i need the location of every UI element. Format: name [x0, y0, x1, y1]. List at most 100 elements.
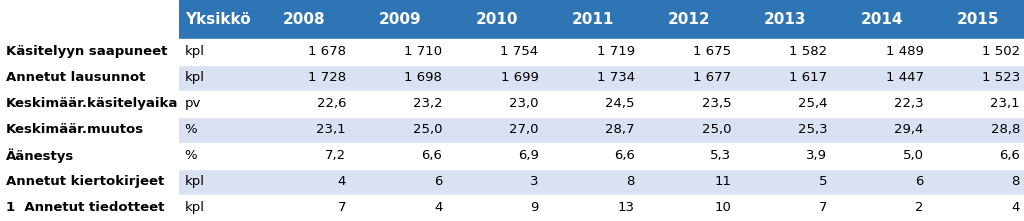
Text: %: %: [184, 149, 197, 162]
Text: 8: 8: [627, 175, 635, 189]
Text: Yksikkö: Yksikkö: [184, 12, 251, 27]
Bar: [737, 143, 834, 169]
Bar: [545, 117, 641, 143]
Text: 2012: 2012: [668, 12, 711, 27]
Text: 25,3: 25,3: [798, 123, 827, 136]
Text: 2013: 2013: [764, 12, 807, 27]
Text: 1  Annetut tiedotteet: 1 Annetut tiedotteet: [6, 202, 165, 214]
Bar: [834, 117, 930, 143]
Bar: [0, 169, 179, 195]
Bar: [641, 117, 737, 143]
Bar: [930, 91, 1024, 117]
Text: 1 675: 1 675: [693, 45, 731, 58]
Bar: [256, 65, 352, 91]
Text: kpl: kpl: [184, 71, 205, 84]
Text: 25,0: 25,0: [701, 123, 731, 136]
Text: %: %: [184, 123, 197, 136]
Bar: [545, 195, 641, 221]
Text: 23,5: 23,5: [701, 97, 731, 110]
Bar: [641, 39, 737, 65]
Text: 28,8: 28,8: [990, 123, 1020, 136]
Text: 1 754: 1 754: [501, 45, 539, 58]
Bar: [352, 91, 449, 117]
Text: 23,0: 23,0: [509, 97, 539, 110]
Text: 7: 7: [338, 202, 346, 214]
Text: 2015: 2015: [956, 12, 999, 27]
Bar: [737, 91, 834, 117]
Text: 23,1: 23,1: [990, 97, 1020, 110]
Text: 5,0: 5,0: [902, 149, 924, 162]
Bar: [352, 195, 449, 221]
Text: 1 617: 1 617: [790, 71, 827, 84]
Bar: [256, 117, 352, 143]
Text: 22,6: 22,6: [316, 97, 346, 110]
Bar: [834, 143, 930, 169]
Bar: [545, 0, 641, 39]
Bar: [449, 0, 545, 39]
Bar: [930, 39, 1024, 65]
Text: kpl: kpl: [184, 175, 205, 189]
Text: 23,1: 23,1: [316, 123, 346, 136]
Text: 1 582: 1 582: [790, 45, 827, 58]
Bar: [179, 39, 256, 65]
Text: 1 523: 1 523: [982, 71, 1020, 84]
Text: 1 699: 1 699: [501, 71, 539, 84]
Bar: [641, 65, 737, 91]
Text: 24,5: 24,5: [605, 97, 635, 110]
Text: 25,0: 25,0: [413, 123, 442, 136]
Text: pv: pv: [184, 97, 201, 110]
Bar: [737, 65, 834, 91]
Text: 2014: 2014: [860, 12, 903, 27]
Bar: [930, 169, 1024, 195]
Text: Annetut kiertokirjeet: Annetut kiertokirjeet: [6, 175, 165, 189]
Text: 4: 4: [1012, 202, 1020, 214]
Text: 22,3: 22,3: [894, 97, 924, 110]
Bar: [352, 65, 449, 91]
Text: 4: 4: [338, 175, 346, 189]
Bar: [449, 143, 545, 169]
Bar: [179, 169, 256, 195]
Text: 7: 7: [819, 202, 827, 214]
Bar: [930, 0, 1024, 39]
Text: 6,6: 6,6: [422, 149, 442, 162]
Bar: [834, 0, 930, 39]
Bar: [545, 39, 641, 65]
Bar: [0, 117, 179, 143]
Bar: [641, 169, 737, 195]
Text: 10: 10: [715, 202, 731, 214]
Bar: [256, 195, 352, 221]
Bar: [737, 0, 834, 39]
Bar: [352, 169, 449, 195]
Bar: [641, 0, 737, 39]
Text: 4: 4: [434, 202, 442, 214]
Bar: [930, 195, 1024, 221]
Bar: [834, 39, 930, 65]
Text: 13: 13: [617, 202, 635, 214]
Bar: [179, 91, 256, 117]
Bar: [545, 65, 641, 91]
Bar: [256, 39, 352, 65]
Bar: [930, 143, 1024, 169]
Text: 29,4: 29,4: [894, 123, 924, 136]
Text: 5: 5: [819, 175, 827, 189]
Bar: [352, 0, 449, 39]
Text: Keskimäär.käsitelyaika: Keskimäär.käsitelyaika: [6, 97, 178, 110]
Text: 28,7: 28,7: [605, 123, 635, 136]
Bar: [179, 143, 256, 169]
Text: 23,2: 23,2: [413, 97, 442, 110]
Bar: [179, 0, 256, 39]
Bar: [737, 195, 834, 221]
Bar: [545, 169, 641, 195]
Text: 6,6: 6,6: [614, 149, 635, 162]
Text: 6: 6: [915, 175, 924, 189]
Text: 2008: 2008: [283, 12, 326, 27]
Text: 2011: 2011: [571, 12, 614, 27]
Bar: [179, 65, 256, 91]
Text: 9: 9: [530, 202, 539, 214]
Text: 5,3: 5,3: [710, 149, 731, 162]
Bar: [0, 65, 179, 91]
Bar: [0, 91, 179, 117]
Bar: [256, 0, 352, 39]
Text: 3: 3: [530, 175, 539, 189]
Bar: [352, 143, 449, 169]
